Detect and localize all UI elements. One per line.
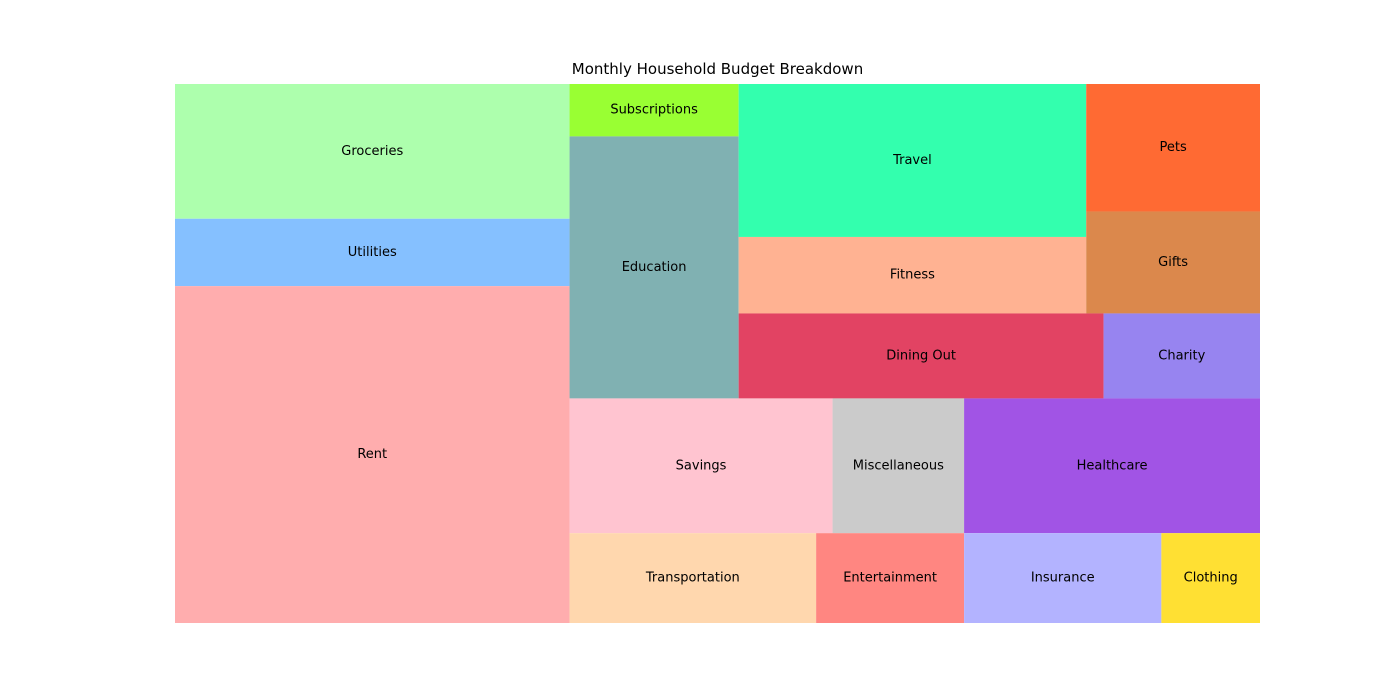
treemap-label-education: Education [622,260,687,275]
treemap-tile-clothing [1161,533,1260,623]
treemap-tile-travel [738,84,1087,237]
treemap-tile-education [569,136,739,399]
treemap-tile-savings [569,398,833,534]
treemap-tile-rent [175,286,570,623]
treemap-tile-fitness [738,236,1087,314]
treemap-label-entertainment: Entertainment [843,571,937,586]
treemap-label-miscellaneous: Miscellaneous [853,458,944,473]
treemap-tile-miscellaneous [832,398,965,534]
treemap-label-charity: Charity [1158,348,1205,363]
treemap-tile-transportation [569,533,817,623]
chart-title: Monthly Household Budget Breakdown [571,60,864,78]
treemap-label-insurance: Insurance [1031,571,1095,586]
treemap-label-subscriptions: Subscriptions [610,103,698,118]
treemap-tile-gifts [1086,211,1260,314]
treemap-label-transportation: Transportation [645,571,740,586]
treemap-label-savings: Savings [676,458,727,473]
treemap-tile-pets [1086,84,1260,212]
treemap-tile-subscriptions [569,84,739,137]
treemap-label-rent: Rent [357,447,387,462]
treemap-label-clothing: Clothing [1184,571,1238,586]
treemap-label-dining-out: Dining Out [886,348,956,363]
treemap-label-utilities: Utilities [348,245,397,260]
treemap-label-healthcare: Healthcare [1077,458,1148,473]
treemap-tile-entertainment [816,533,965,623]
treemap-label-pets: Pets [1159,140,1186,155]
treemap-tile-insurance [964,533,1162,623]
treemap-tile-healthcare [964,398,1260,534]
treemap-tile-utilities [175,218,570,287]
treemap-label-travel: Travel [892,153,932,168]
treemap-tile-dining-out [738,313,1104,399]
treemap-label-fitness: Fitness [890,268,935,283]
treemap-label-gifts: Gifts [1158,255,1188,270]
treemap-tile-charity [1103,313,1260,399]
treemap-tile-groceries [175,84,570,219]
treemap-label-groceries: Groceries [341,144,403,159]
